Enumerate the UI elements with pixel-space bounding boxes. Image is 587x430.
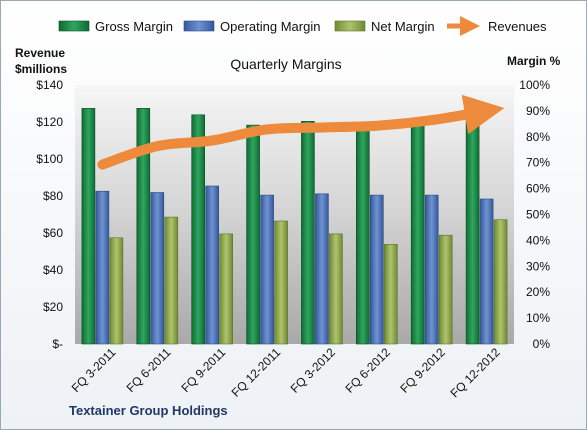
legend-label-gross-margin: Gross Margin xyxy=(95,19,173,34)
bar-gross-margin xyxy=(246,124,260,345)
left-axis-tick-label: $40 xyxy=(43,263,63,277)
right-axis-ticks: 0% 10% 20% 30% 40% 50% 60% 70% 80% 90% 100% xyxy=(519,78,550,351)
left-axis-tick-label: $140 xyxy=(36,78,63,92)
bar-gross-margin xyxy=(355,122,370,345)
x-axis-tick-label: FQ 12-2011 xyxy=(229,345,284,400)
right-axis-tick-label: 0% xyxy=(533,337,551,351)
legend-label-net-margin: Net Margin xyxy=(371,19,435,34)
bar-net-margin xyxy=(493,219,508,345)
bar-operating-margin xyxy=(95,190,110,345)
bar-gross-margin xyxy=(81,108,96,345)
left-axis-tick-label: $60 xyxy=(43,226,63,240)
right-axis-tick-label: 50% xyxy=(526,208,550,222)
legend: Gross Margin Operating Margin Net Margin… xyxy=(58,16,547,36)
x-axis-ticks: FQ 3-2011 FQ 6-2011 FQ 9-2011 FQ 12-2011 FQ … xyxy=(69,345,503,400)
bar-operating-margin xyxy=(479,198,494,345)
bar-operating-margin xyxy=(150,192,165,345)
left-axis-ticks: $- $20 $40 $60 $80 $100 $120 $140 xyxy=(36,78,63,351)
x-axis-tick-label: FQ 9-2011 xyxy=(178,345,228,395)
left-axis-tick-label: $80 xyxy=(43,189,63,203)
left-axis-tick-label: $20 xyxy=(43,300,63,314)
company-name: Textainer Group Holdings xyxy=(69,403,228,418)
bar-net-margin xyxy=(329,233,343,345)
x-axis-tick-label: FQ 6-2012 xyxy=(342,345,393,396)
legend-item-net-margin: Net Margin xyxy=(334,19,435,34)
right-axis-tick-label: 20% xyxy=(526,285,550,299)
bar-net-margin xyxy=(274,220,288,345)
right-axis-tick-label: 70% xyxy=(526,156,550,170)
legend-label-revenues: Revenues xyxy=(488,19,547,34)
right-axis-tick-label: 10% xyxy=(526,311,550,325)
legend-label-operating-margin: Operating Margin xyxy=(220,19,320,34)
bar-gross-margin xyxy=(191,114,205,345)
right-axis-title: Margin % xyxy=(507,54,561,68)
bar-operating-margin xyxy=(205,185,219,345)
x-axis-tick-label: FQ 3-2011 xyxy=(69,345,119,395)
right-axis-tick-label: 90% xyxy=(526,104,550,118)
chart-title: Quarterly Margins xyxy=(230,56,341,72)
left-axis-tick-label: $120 xyxy=(36,115,63,129)
x-axis-tick-label: FQ 12-2012 xyxy=(448,345,503,400)
bar-net-margin xyxy=(438,234,453,345)
bar-net-margin xyxy=(164,216,179,345)
legend-swatch-operating-margin xyxy=(183,20,215,32)
bar-gross-margin xyxy=(465,110,480,345)
right-axis-tick-label: 40% xyxy=(526,233,550,247)
bar-net-margin xyxy=(383,244,398,345)
legend-swatch-gross-margin xyxy=(58,20,90,32)
right-axis-tick-label: 60% xyxy=(526,182,550,196)
bar-operating-margin xyxy=(369,194,384,345)
legend-item-revenues: Revenues xyxy=(447,16,547,36)
legend-item-gross-margin: Gross Margin xyxy=(58,19,173,34)
revenue-line-layer xyxy=(97,94,505,170)
bar-gross-margin xyxy=(136,108,151,345)
legend-swatch-net-margin xyxy=(334,20,366,32)
bar-operating-margin xyxy=(260,194,274,345)
left-axis-title-line1: Revenue xyxy=(15,46,65,60)
bar-gross-margin xyxy=(410,118,425,345)
right-axis-tick-label: 80% xyxy=(526,130,550,144)
revenue-line xyxy=(97,94,505,170)
left-axis-title-line2: $millions xyxy=(15,62,67,76)
legend-item-operating-margin: Operating Margin xyxy=(183,19,320,34)
right-axis-tick-label: 100% xyxy=(519,78,550,92)
bar-net-margin xyxy=(109,237,124,345)
bar-operating-margin xyxy=(315,193,329,345)
bars-layer xyxy=(81,108,508,345)
left-axis-tick-label: $100 xyxy=(36,152,63,166)
x-axis-tick-label: FQ 6-2011 xyxy=(124,345,174,395)
right-axis-tick-label: 30% xyxy=(526,259,550,273)
x-axis-tick-label: FQ 9-2012 xyxy=(397,345,448,396)
bar-net-margin xyxy=(219,233,233,345)
bar-operating-margin xyxy=(424,194,439,345)
bar-gross-margin xyxy=(301,121,315,345)
x-axis-tick-label: FQ 3-2012 xyxy=(288,345,339,396)
left-axis-tick-label: $- xyxy=(52,337,63,351)
